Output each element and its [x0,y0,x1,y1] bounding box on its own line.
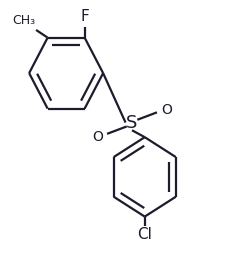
Text: O: O [161,103,172,117]
Text: F: F [80,9,89,24]
Text: Cl: Cl [137,227,152,242]
Text: O: O [92,130,103,144]
Text: S: S [126,114,138,132]
Text: CH₃: CH₃ [12,15,35,27]
